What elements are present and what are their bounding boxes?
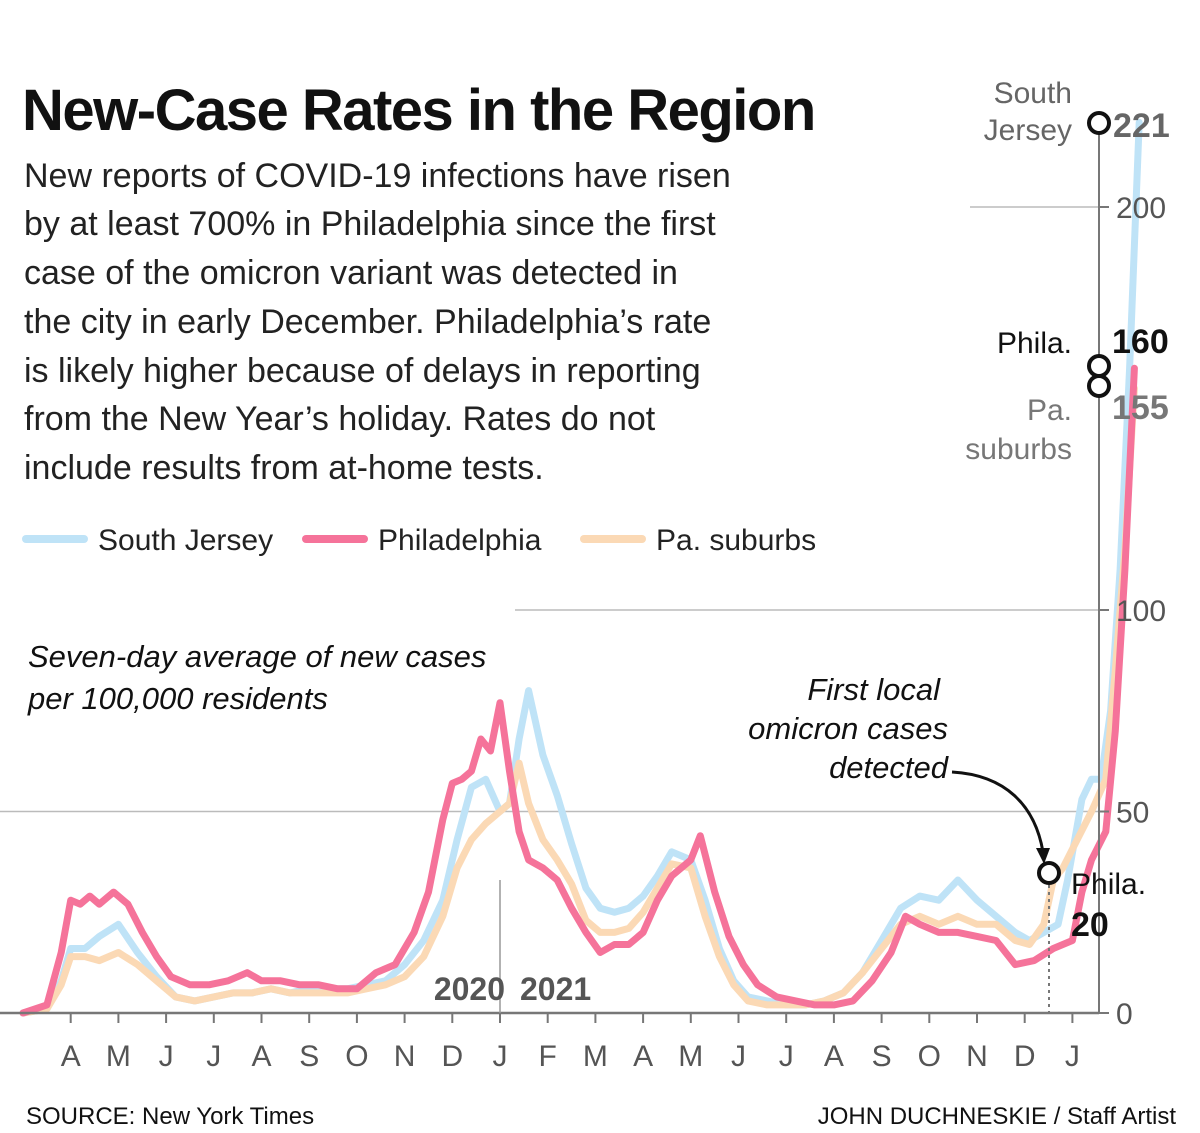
description-line-5: is likely higher because of delays in re… xyxy=(24,352,701,390)
annotation-line-2: omicron cases xyxy=(748,711,948,746)
x-tick-label: O xyxy=(345,1040,368,1073)
source-credit: SOURCE: New York Times xyxy=(26,1103,314,1130)
annotation-phila-label: Phila. xyxy=(1071,868,1146,901)
end-marker-pa-suburbs xyxy=(1087,374,1111,398)
end-label-pa-suburbs-line-1: Pa. xyxy=(1027,394,1072,427)
x-tick-label: A xyxy=(251,1040,271,1073)
end-marker-south-jersey xyxy=(1087,111,1111,135)
x-tick-label: J xyxy=(731,1040,746,1073)
annotation-marker xyxy=(1037,861,1061,885)
year-label-2020: 2020 xyxy=(434,971,505,1007)
chart-title: New-Case Rates in the Region xyxy=(22,78,815,143)
end-value-phila: 160 xyxy=(1112,323,1169,361)
x-tick-label: M xyxy=(106,1040,131,1073)
end-label-south-jersey-line-2: Jersey xyxy=(984,114,1072,147)
x-tick-label: A xyxy=(61,1040,81,1073)
legend: South Jersey Philadelphia Pa. suburbs xyxy=(22,524,816,557)
subtitle-line-1: Seven-day average of new cases xyxy=(28,639,486,674)
annotation-line-3: detected xyxy=(829,750,950,785)
description-line-3: case of the omicron variant was detected… xyxy=(24,254,678,292)
end-value-pa-suburbs: 155 xyxy=(1112,389,1169,427)
x-tick-label: D xyxy=(441,1040,463,1073)
x-tick-label: S xyxy=(299,1040,319,1073)
x-tick-label: N xyxy=(966,1040,988,1073)
description-line-4: the city in early December. Philadelphia… xyxy=(24,303,711,341)
series-line-pa-suburbs xyxy=(19,384,1138,1017)
x-tick-label: N xyxy=(394,1040,416,1073)
description-line-2: by at least 700% in Philadelphia since t… xyxy=(24,205,716,243)
series-layer xyxy=(19,118,1143,1017)
x-tick-label: J xyxy=(493,1040,508,1073)
legend-label-pa-suburbs: Pa. suburbs xyxy=(656,524,816,557)
y-tick-label-200: 200 xyxy=(1116,192,1166,225)
end-label-pa-suburbs-line-2: suburbs xyxy=(965,433,1072,466)
x-tick-label: D xyxy=(1014,1040,1036,1073)
x-tick-label: A xyxy=(633,1040,653,1073)
y-tick-label-0: 0 xyxy=(1116,998,1133,1031)
x-tick-label: M xyxy=(583,1040,608,1073)
legend-label-philadelphia: Philadelphia xyxy=(378,524,542,557)
end-value-south-jersey: 221 xyxy=(1113,107,1170,145)
x-tick-label: A xyxy=(824,1040,844,1073)
description-line-1: New reports of COVID-19 infections have … xyxy=(24,157,731,195)
annotation-arrow xyxy=(951,770,1045,853)
x-tick-label: J xyxy=(779,1040,794,1073)
artist-credit: JOHN DUCHNESKIE / Staff Artist xyxy=(818,1103,1177,1130)
y-tick-label-100: 100 xyxy=(1116,595,1166,628)
annotation-phila-value: 20 xyxy=(1071,906,1109,944)
x-tick-label: M xyxy=(678,1040,703,1073)
end-marker-phila xyxy=(1087,354,1111,378)
subtitle-line-2: per 100,000 residents xyxy=(27,681,328,716)
x-tick-label: J xyxy=(159,1040,174,1073)
x-tick-label: J xyxy=(206,1040,221,1073)
description-line-7: include results from at-home tests. xyxy=(24,449,544,487)
legend-label-south-jersey: South Jersey xyxy=(98,524,273,557)
end-label-phila: Phila. xyxy=(997,327,1072,360)
annotation-arrowhead xyxy=(1036,848,1050,864)
end-label-south-jersey-line-1: South xyxy=(994,77,1072,110)
x-tick-label: J xyxy=(1065,1040,1080,1073)
description-line-6: from the New Year’s holiday. Rates do no… xyxy=(24,400,656,438)
series-line-philadelphia xyxy=(19,364,1138,1017)
x-tick-label: S xyxy=(872,1040,892,1073)
annotation-line-1: First local xyxy=(807,672,941,707)
gridlines xyxy=(0,206,1099,813)
x-tick-label: F xyxy=(539,1040,557,1073)
year-label-2021: 2021 xyxy=(520,971,591,1007)
y-tick-label-50: 50 xyxy=(1116,797,1149,830)
x-tick-label: O xyxy=(918,1040,941,1073)
